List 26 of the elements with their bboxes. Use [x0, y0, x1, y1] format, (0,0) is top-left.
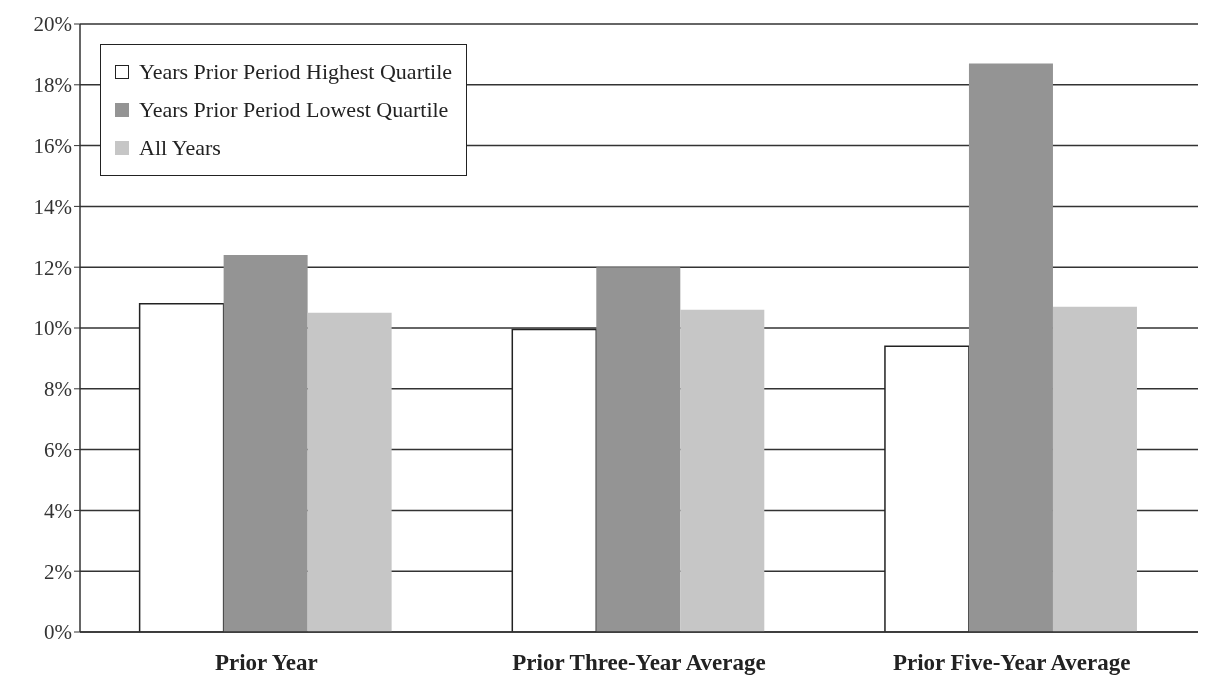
legend-label: All Years: [139, 135, 221, 161]
x-tick-label: Prior Three-Year Average: [512, 650, 766, 676]
legend-label: Years Prior Period Lowest Quartile: [139, 97, 449, 123]
bar: [1052, 306, 1137, 632]
bar: [596, 267, 681, 632]
y-tick-label: 18%: [33, 73, 72, 98]
bar: [968, 63, 1053, 632]
y-tick-label: 14%: [33, 194, 72, 219]
x-tick-label: Prior Five-Year Average: [892, 650, 1131, 676]
bar: [680, 309, 765, 632]
y-tick-label: 10%: [33, 316, 72, 341]
legend-label: Years Prior Period Highest Quartile: [139, 59, 453, 85]
y-tick-label: 4%: [44, 498, 72, 523]
y-tick-label: 12%: [33, 255, 72, 280]
x-tick-label: Prior Year: [214, 650, 318, 676]
y-tick-label: 16%: [33, 134, 72, 159]
y-tick-label: 8%: [44, 377, 72, 402]
bar: [307, 312, 392, 632]
y-tick-label: 0%: [44, 620, 72, 645]
bar: [884, 345, 970, 632]
y-tick-label: 6%: [44, 438, 72, 463]
y-tick-label: 20%: [33, 12, 72, 37]
bar: [138, 302, 225, 632]
bar: [511, 328, 598, 632]
bar: [223, 255, 308, 632]
y-tick-label: 2%: [44, 559, 72, 584]
